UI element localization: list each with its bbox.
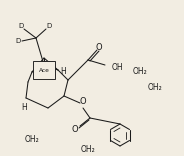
Text: H: H [60,68,66,76]
Text: OH₂: OH₂ [133,68,147,76]
Text: D: D [18,23,24,29]
Text: O: O [80,98,86,107]
Text: D: D [46,23,52,29]
Text: OH₂: OH₂ [81,146,95,154]
Text: OH₂: OH₂ [25,136,39,144]
Text: D: D [15,38,21,44]
Text: OH: OH [112,63,124,71]
Text: O: O [72,124,78,134]
Text: O: O [96,42,102,51]
Bar [33,61,55,79]
Text: H: H [21,103,27,112]
Text: N: N [43,61,49,70]
Text: OH₂: OH₂ [148,83,162,93]
Text: Ace: Ace [39,68,49,73]
